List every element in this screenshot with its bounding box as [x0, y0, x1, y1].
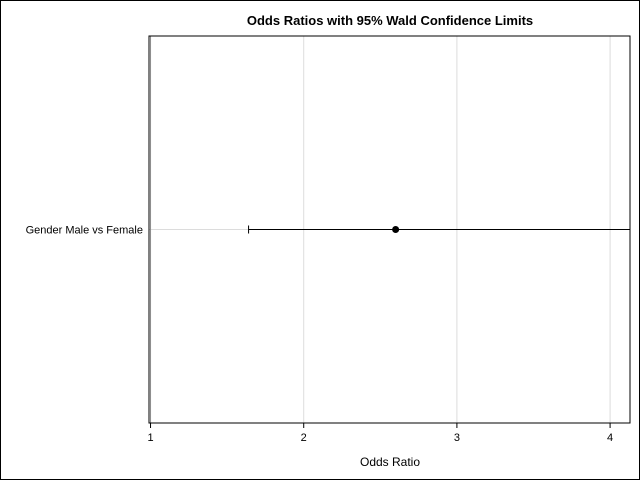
x-axis-label: Odds Ratio [360, 455, 420, 469]
data-layer [248, 225, 631, 234]
x-axis-ticks: 1 2 3 4 [147, 423, 613, 444]
y-axis-categories: Gender Male vs Female [26, 225, 143, 237]
x-tick-label: 3 [454, 432, 460, 444]
y-category-label: Gender Male vs Female [26, 225, 143, 237]
x-tick-label: 4 [607, 432, 613, 444]
x-tick-label: 1 [147, 432, 153, 444]
x-tick-label: 2 [301, 432, 307, 444]
odds-ratio-point [392, 226, 400, 233]
plot-area [148, 35, 631, 424]
chart-title: Odds Ratios with 95% Wald Confidence Lim… [247, 13, 533, 28]
